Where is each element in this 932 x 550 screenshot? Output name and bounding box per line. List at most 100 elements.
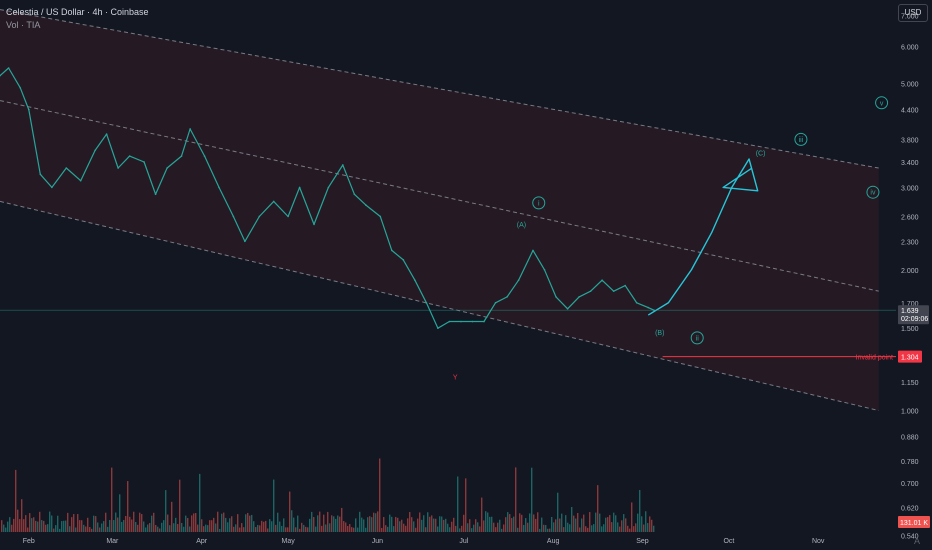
volume-bar: [247, 512, 249, 532]
volume-bar: [21, 499, 23, 532]
price-point: [402, 259, 405, 261]
volume-bar: [73, 514, 75, 532]
volume-bar: [399, 521, 401, 532]
volume-bar: [413, 521, 415, 532]
volume-bar: [447, 523, 449, 532]
volume-bar: [187, 518, 189, 532]
volume-bar: [519, 513, 521, 532]
volume-bar: [543, 524, 545, 532]
volume-bar: [315, 526, 317, 532]
volume-bar: [63, 520, 65, 532]
y-tick-label: 0.880: [901, 435, 919, 442]
volume-bar: [615, 515, 617, 532]
volume-bar: [227, 522, 229, 532]
volume-bar: [481, 497, 483, 532]
volume-bar: [401, 519, 403, 532]
y-tick-label: 4.400: [901, 108, 919, 115]
x-tick-label: Apr: [196, 538, 208, 545]
price-point: [578, 296, 580, 298]
volume-bar: [321, 525, 323, 532]
volume-bar: [251, 514, 253, 532]
volume-bar: [503, 524, 505, 532]
price-point: [166, 167, 168, 169]
channel-lines: [0, 9, 879, 412]
volume-bar: [33, 517, 35, 532]
symbol-title: Celestia / US Dollar · 4h · Coinbase: [6, 7, 149, 17]
volume-bar: [283, 518, 285, 532]
volume-bar: [97, 522, 99, 532]
volume-bar: [165, 490, 167, 532]
volume-bar: [125, 516, 127, 532]
volume-bar: [611, 522, 613, 532]
volume-bar: [189, 526, 191, 532]
price-axis[interactable]: 7.000 6.000 5.000 4.400 3.800 3.400 3.000 2.600…: [898, 13, 930, 541]
volume-bar: [111, 467, 113, 532]
volume-bar: [259, 525, 261, 532]
price-series: [0, 67, 655, 329]
volume-bar: [617, 522, 619, 532]
volume-bar: [423, 515, 425, 532]
volume-bar: [67, 512, 69, 532]
volume-value-label: 131.01 K: [900, 520, 928, 527]
volume-bar: [135, 521, 137, 532]
volume-bar: [651, 519, 653, 532]
volume-bar: [85, 526, 87, 532]
volume-bar: [357, 527, 359, 532]
price-point: [437, 327, 439, 329]
candle-countdown: 02:09:06: [901, 316, 928, 323]
currency-selector[interactable]: USD: [898, 4, 928, 22]
y-tick-label: 3.400: [901, 160, 919, 167]
price-point: [327, 186, 330, 189]
volume-bar: [313, 517, 315, 532]
volume-bar: [547, 528, 549, 532]
volume-bar: [457, 476, 459, 532]
volume-bar: [237, 514, 239, 532]
volume-bar: [385, 525, 387, 532]
volume-bar: [267, 528, 269, 532]
volume-bar: [65, 520, 67, 532]
projection-arrow: [647, 158, 759, 316]
volume-bar: [77, 514, 79, 532]
volume-bar: [363, 519, 365, 532]
wave-label: i: [538, 200, 540, 207]
volume-bar: [31, 518, 33, 532]
volume-bar: [287, 527, 289, 532]
volume-bar: [197, 524, 199, 532]
volume-bar: [429, 516, 431, 532]
volume-value-bg: [898, 516, 930, 528]
volume-bar: [229, 518, 231, 532]
volume-bar: [445, 518, 447, 532]
volume-bar: [351, 527, 353, 532]
price-point: [494, 301, 497, 304]
price-point: [117, 167, 119, 169]
volume-bar: [451, 521, 453, 532]
volume-bar: [13, 518, 15, 532]
volume-bar: [91, 528, 93, 532]
volume-bar: [225, 517, 227, 532]
x-tick-label: Nov: [812, 538, 825, 545]
volume-bar: [561, 513, 563, 532]
price-point: [180, 155, 183, 157]
time-axis[interactable]: Feb Mar Apr May Jun Jul Aug Sep Oct Nov: [23, 538, 825, 545]
volume-bar: [245, 514, 247, 532]
volume-bar: [231, 516, 233, 532]
price-point: [0, 74, 1, 77]
volume-bar: [171, 501, 173, 532]
volume-bar: [505, 517, 507, 532]
volume-bar: [265, 520, 267, 532]
volume-bar: [177, 524, 179, 532]
volume-bar: [45, 524, 47, 532]
volume-bar: [83, 524, 85, 532]
volume-bar: [373, 512, 375, 532]
price-point: [313, 223, 315, 226]
auto-scale-button[interactable]: A: [913, 536, 920, 546]
volume-bar: [533, 514, 535, 532]
volume-indicator-label[interactable]: Vol · TIA: [6, 20, 41, 30]
volume-bar: [637, 513, 639, 532]
x-tick-label: Jun: [372, 538, 383, 545]
wave-label: (B): [655, 330, 664, 337]
price-point: [154, 193, 157, 196]
volume-bar: [625, 518, 627, 532]
volume-bar: [341, 507, 343, 532]
